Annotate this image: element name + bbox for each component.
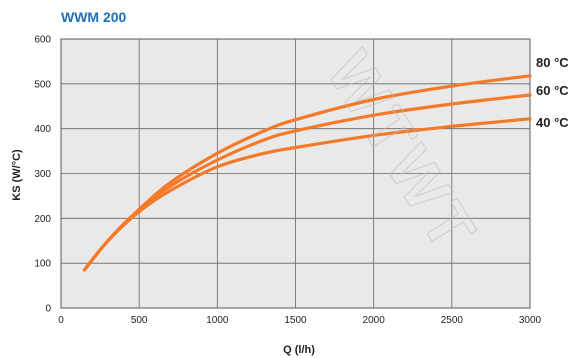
y-tick-label: 600 bbox=[34, 35, 51, 46]
series-lines bbox=[82, 74, 532, 272]
series-line bbox=[82, 117, 532, 272]
y-tick-labels: 0 100 200 300 400 500 600 bbox=[34, 35, 51, 315]
x-tick-label: 2000 bbox=[363, 315, 386, 326]
y-tick-label: 100 bbox=[34, 259, 51, 270]
grid-lines bbox=[60, 38, 531, 309]
x-tick-label: 500 bbox=[131, 315, 148, 326]
series-labels: 80 °C 60 °C 40 °C bbox=[536, 55, 569, 130]
x-axis-label: Q (l/h) bbox=[283, 344, 315, 356]
y-axis-label: KS (W/°C) bbox=[11, 149, 23, 201]
x-tick-label: 1000 bbox=[206, 315, 229, 326]
x-tick-label: 0 bbox=[58, 315, 64, 326]
y-tick-label: 200 bbox=[34, 214, 51, 225]
y-tick-label: 400 bbox=[34, 124, 51, 135]
chart-title: WWM 200 bbox=[61, 9, 127, 25]
y-tick-label: 500 bbox=[34, 79, 51, 90]
x-tick-label: 2500 bbox=[441, 315, 464, 326]
series-label: 60 °C bbox=[536, 83, 569, 98]
x-tick-label: 3000 bbox=[519, 315, 542, 326]
y-tick-label: 0 bbox=[45, 304, 51, 315]
x-tick-label: 1500 bbox=[284, 315, 307, 326]
x-tick-labels: 0 500 1000 1500 2000 2500 3000 bbox=[58, 315, 541, 326]
series-label: 80 °C bbox=[536, 55, 569, 70]
series-label: 40 °C bbox=[536, 115, 569, 130]
y-tick-label: 300 bbox=[34, 169, 51, 180]
